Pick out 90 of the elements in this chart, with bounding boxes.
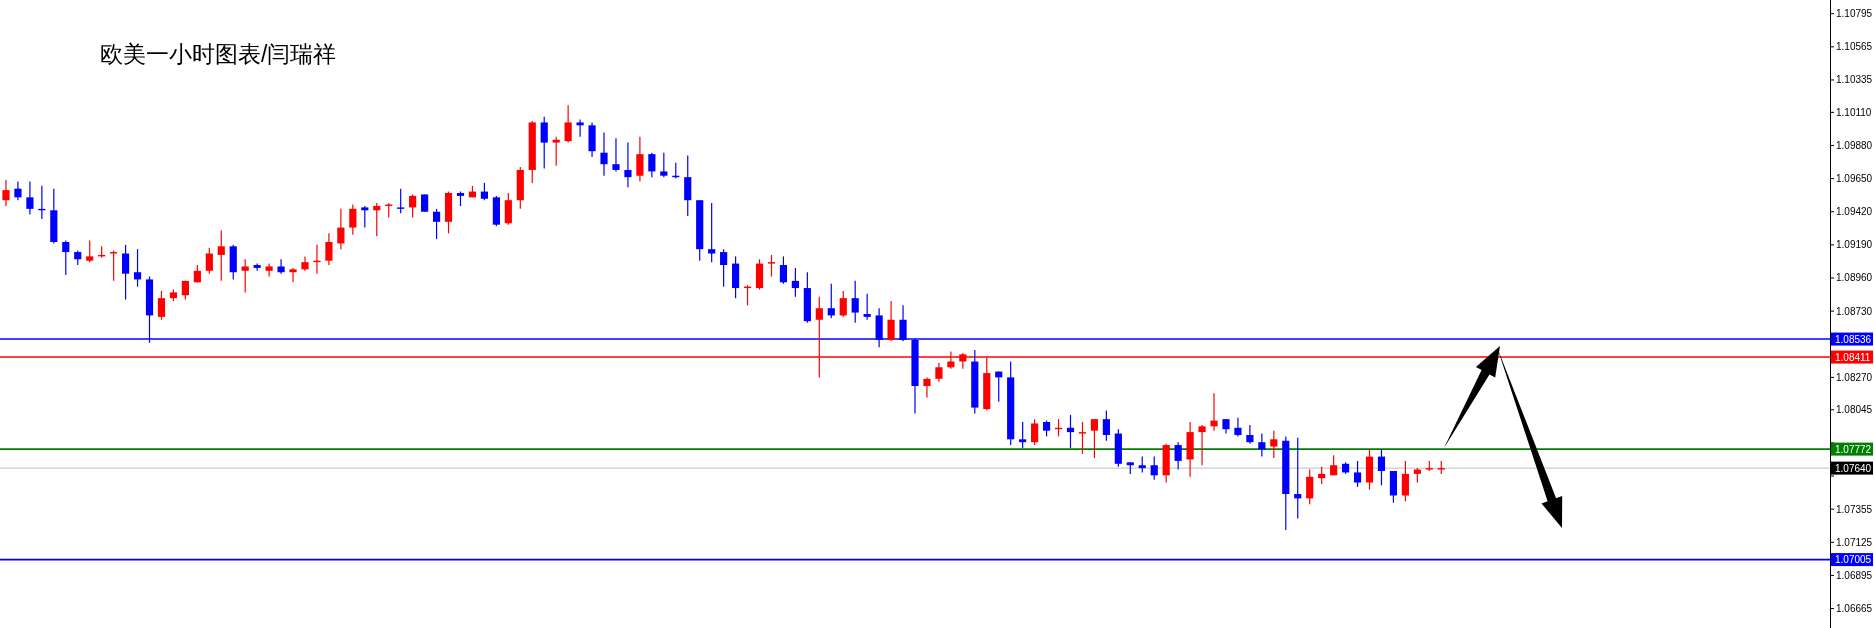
candlestick (887, 300, 895, 342)
candlestick (576, 118, 584, 138)
candlestick (648, 152, 656, 178)
y-tick-label: 1.10335 (1836, 74, 1873, 86)
candlestick (923, 376, 931, 399)
candlestick (1031, 418, 1039, 446)
candlestick (1294, 437, 1302, 520)
ref-label: 1.07005 (1831, 553, 1873, 567)
candlestick (1066, 414, 1075, 449)
y-tick-label: 1.06895 (1836, 569, 1873, 581)
ref-line-label: 1.07005 (1835, 554, 1872, 566)
candlestick (337, 208, 345, 250)
y-tick-label: 1.09420 (1836, 206, 1873, 218)
candlestick (779, 255, 788, 285)
candlestick (1234, 417, 1242, 438)
y-tick-label: 1.08045 (1836, 404, 1873, 416)
candlestick (361, 205, 369, 229)
candlestick (863, 293, 871, 321)
candlestick (1174, 441, 1182, 471)
candlestick (851, 280, 859, 324)
candlestick (409, 193, 417, 219)
y-tick-label: 1.09880 (1836, 139, 1873, 151)
candlestick (660, 152, 668, 178)
candlestick (122, 244, 130, 301)
candlestick (827, 283, 835, 319)
candlestick (157, 290, 166, 321)
candlestick (791, 267, 799, 298)
candlestick (720, 248, 728, 288)
y-tick-label: 1.10565 (1836, 41, 1873, 53)
candlestick (373, 202, 381, 237)
candlestick (217, 229, 225, 282)
candlestick (1198, 424, 1206, 466)
candlestick (301, 255, 309, 272)
candlestick (504, 192, 512, 226)
candlestick (289, 267, 297, 283)
candlestick (767, 254, 776, 278)
y-tick-label: 1.08730 (1836, 305, 1873, 317)
y-tick-label: 1.08270 (1836, 371, 1873, 383)
text: 欧美一小时图表/闫瑞祥 (100, 41, 337, 67)
candlestick (1090, 418, 1098, 459)
candlestick (552, 136, 560, 167)
y-tick-label: 1.06665 (1836, 603, 1873, 615)
candlestick (624, 142, 632, 188)
y-tick-label: 1.07355 (1836, 503, 1873, 515)
candlestick (1353, 460, 1362, 488)
candlestick (349, 203, 357, 236)
candlestick (265, 262, 273, 278)
candlestick (935, 362, 943, 383)
candlestick (14, 180, 22, 201)
candlestick (62, 239, 70, 276)
candlestick (1078, 421, 1087, 455)
candlestick (839, 290, 847, 318)
candlestick (684, 154, 692, 217)
y-tick-label: 1.09190 (1836, 239, 1873, 251)
candlestick (133, 248, 142, 288)
candlestick (1210, 392, 1218, 432)
candlestick (241, 258, 249, 293)
candlestick (708, 202, 716, 263)
candlestick (1019, 421, 1027, 449)
candlestick (277, 258, 285, 275)
y-tick-label: 1.08960 (1836, 272, 1873, 284)
candlestick (1270, 430, 1278, 459)
candlestick (432, 208, 441, 240)
candlestick (1150, 456, 1158, 481)
candlestick (2, 179, 10, 207)
y-tick-label: 1.07125 (1836, 536, 1873, 548)
candlestick (397, 188, 405, 214)
candlestick (325, 232, 333, 266)
candlestick (1258, 432, 1266, 458)
candlestick (26, 180, 34, 216)
candlestick (86, 239, 94, 263)
ref-line-label: 1.08536 (1835, 333, 1872, 345)
candlestick (612, 137, 620, 172)
candlestick (1102, 409, 1110, 442)
ref-line-label: 1.07640 (1835, 462, 1872, 474)
y-tick-label: 1.09650 (1836, 173, 1873, 185)
candlestick (1401, 460, 1409, 502)
candlestick (205, 247, 213, 275)
ref-line-label: 1.07772 (1835, 443, 1872, 455)
candlestick (564, 104, 572, 144)
y-tick-label: 1.10795 (1836, 8, 1873, 20)
candlestick (636, 136, 644, 183)
candlestick (600, 131, 608, 177)
candlestick (110, 250, 118, 282)
ref-line-label: 1.08411 (1835, 351, 1871, 363)
candlestick (1306, 468, 1314, 505)
candlestick (540, 116, 548, 170)
candlestick (1246, 424, 1254, 445)
y-tick-label: 1.10110 (1836, 106, 1872, 118)
candlestick (1377, 448, 1386, 486)
